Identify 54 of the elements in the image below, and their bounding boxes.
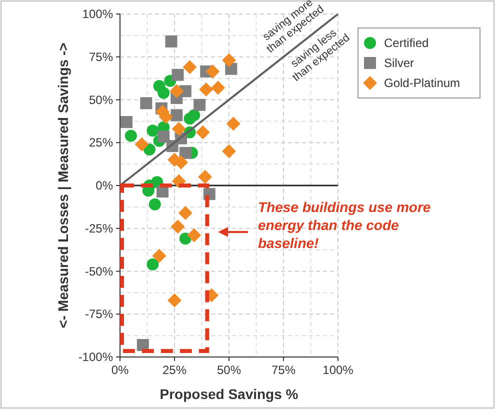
point bbox=[188, 109, 200, 122]
y-tick-label: 75% bbox=[88, 50, 114, 64]
point bbox=[158, 130, 170, 143]
point bbox=[172, 68, 184, 81]
y-tick-label: -50% bbox=[84, 264, 114, 278]
point bbox=[178, 206, 192, 220]
y-tick-label: -75% bbox=[84, 307, 114, 322]
x-tick-label: 25% bbox=[162, 363, 187, 377]
point bbox=[211, 80, 226, 95]
x-tick-label: 100% bbox=[322, 363, 354, 377]
point bbox=[206, 64, 220, 78]
point bbox=[179, 146, 192, 159]
point bbox=[194, 98, 206, 111]
point bbox=[146, 124, 159, 137]
point bbox=[172, 122, 186, 136]
point bbox=[124, 130, 137, 142]
legend-label: Gold-Platinum bbox=[384, 76, 460, 90]
x-tick-label: 0% bbox=[111, 363, 129, 377]
point bbox=[226, 116, 240, 131]
y-tick-label: -25% bbox=[84, 221, 114, 236]
legend-label: Certified bbox=[384, 36, 429, 50]
y-tick-label: 25% bbox=[88, 136, 114, 150]
legend-label: Silver bbox=[384, 56, 414, 70]
point bbox=[152, 248, 166, 263]
point bbox=[222, 53, 236, 68]
point bbox=[158, 86, 170, 99]
point bbox=[148, 198, 161, 210]
point bbox=[196, 125, 210, 140]
point bbox=[120, 116, 133, 128]
point bbox=[168, 293, 182, 308]
point bbox=[170, 109, 183, 122]
point bbox=[182, 60, 197, 74]
point bbox=[146, 258, 159, 270]
y-tick-label: 100% bbox=[82, 7, 114, 21]
point bbox=[199, 82, 214, 96]
y-tick-label: 50% bbox=[88, 92, 114, 107]
point bbox=[143, 143, 156, 156]
point bbox=[140, 97, 152, 110]
y-axis-title: <- Measured Losses | Measured Savings -> bbox=[55, 42, 72, 328]
x-axis-title: Proposed Savings % bbox=[160, 386, 299, 402]
point bbox=[165, 35, 178, 48]
x-tick-label: 75% bbox=[271, 363, 296, 377]
point bbox=[222, 144, 236, 158]
point bbox=[134, 137, 149, 152]
point bbox=[187, 228, 202, 242]
point bbox=[170, 84, 184, 98]
point bbox=[136, 338, 149, 351]
x-tick-label: 50% bbox=[216, 363, 242, 377]
point bbox=[174, 155, 188, 170]
point bbox=[198, 170, 212, 184]
point bbox=[170, 220, 185, 234]
annotation: These buildings use more energy than the code baseline! bbox=[258, 199, 431, 251]
y-tick-label: 0% bbox=[96, 178, 114, 192]
y-tick-label: -100% bbox=[78, 350, 114, 364]
